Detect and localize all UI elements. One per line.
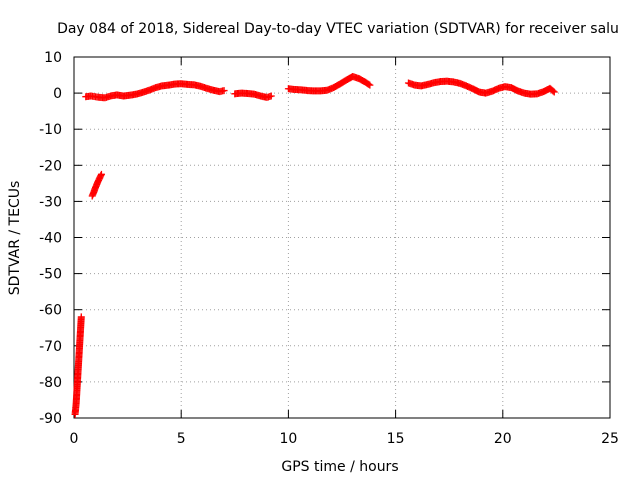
y-tick-label: -50 [39, 267, 62, 283]
y-tick-label: 10 [44, 50, 62, 66]
y-tick-label: -40 [39, 231, 62, 247]
x-tick-label: 25 [601, 431, 619, 447]
x-tick-label: 20 [494, 431, 512, 447]
data-point [549, 87, 557, 95]
data-layer [71, 72, 558, 418]
y-tick-label: -90 [39, 411, 62, 427]
series-segment-block-1 [82, 80, 228, 102]
x-tick-label: 15 [387, 431, 405, 447]
x-axis-label: GPS time / hours [281, 459, 398, 475]
y-tick-label: -70 [39, 339, 62, 355]
data-point [550, 88, 558, 96]
x-tick-label: 0 [70, 431, 79, 447]
series-segment-block-2 [231, 89, 275, 101]
data-point [77, 313, 85, 321]
series-segment-block-4 [404, 77, 558, 98]
chart-title: Day 084 of 2018, Sidereal Day-to-day VTE… [57, 21, 619, 37]
grid-layer [74, 57, 610, 418]
series-segment-early-rise [88, 170, 105, 200]
tick-layer: 10 0 -10 -20 -30 -40 -50 -60 -70 -80 -90 0 5 10 15 20 25 [39, 50, 619, 447]
series-segment-initial-drop [71, 313, 85, 418]
y-tick-label: 0 [53, 86, 62, 102]
data-point [365, 80, 373, 88]
data-point [366, 81, 374, 89]
y-tick-label: -10 [39, 122, 62, 138]
y-tick-label: -30 [39, 194, 62, 210]
data-point [267, 92, 275, 100]
y-tick-label: -80 [39, 375, 62, 391]
data-point [220, 87, 228, 95]
x-tick-label: 5 [177, 431, 186, 447]
series-segment-block-3 [284, 72, 374, 95]
y-tick-label: -20 [39, 158, 62, 174]
x-tick-label: 10 [279, 431, 297, 447]
y-axis-label: SDTVAR / TECUs [7, 181, 23, 296]
y-tick-label: -60 [39, 303, 62, 319]
data-point [97, 170, 105, 178]
